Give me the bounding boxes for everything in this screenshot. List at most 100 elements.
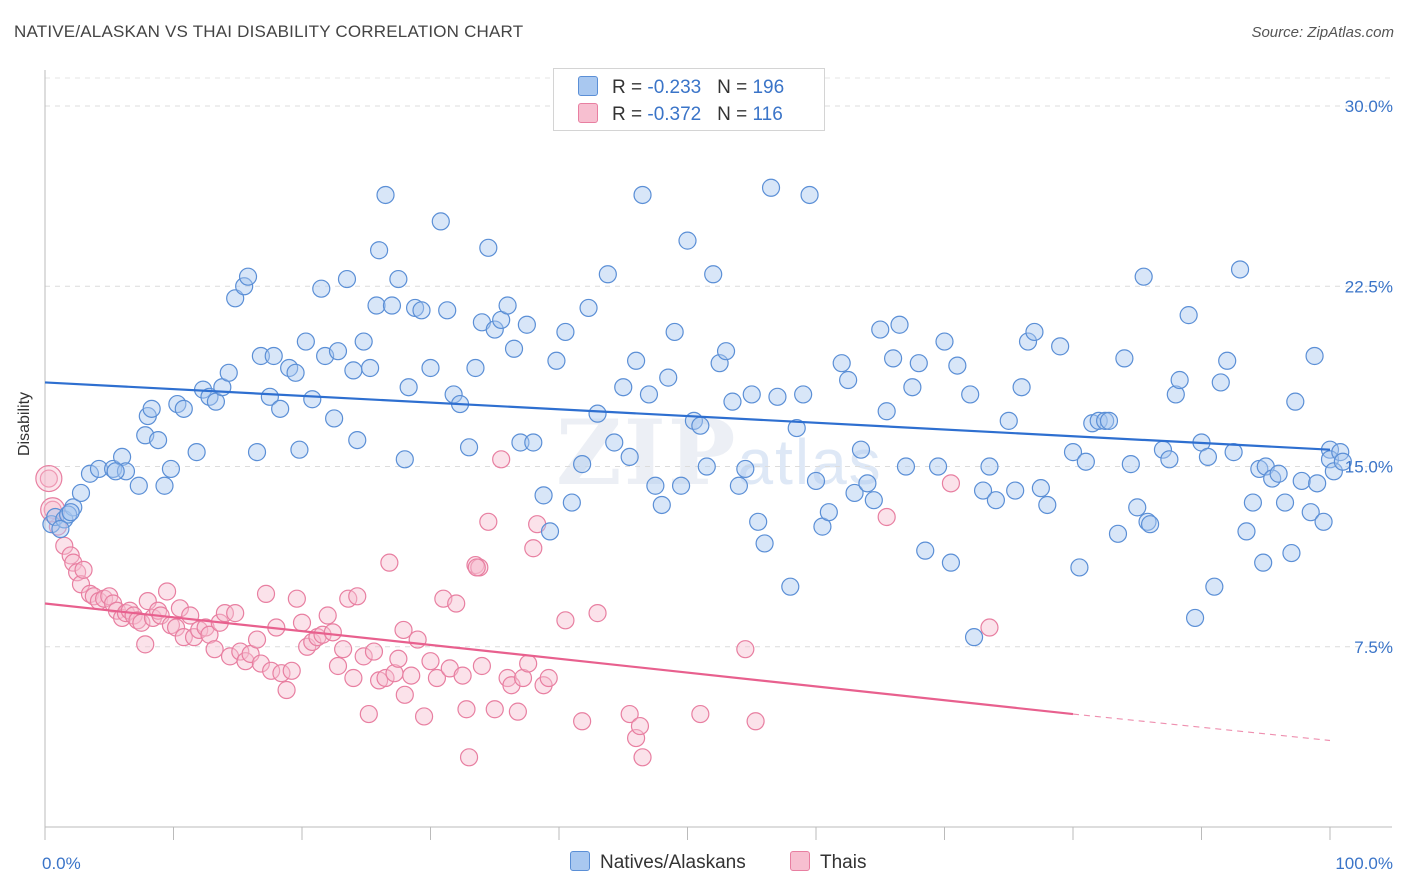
legend-swatch-natives — [578, 76, 598, 96]
natives-point — [941, 553, 961, 572]
thais-point — [55, 536, 74, 555]
thais-point — [380, 553, 399, 572]
thais-point — [64, 553, 83, 572]
natives-point — [1099, 411, 1119, 430]
natives-point — [1230, 260, 1250, 279]
thais-point — [376, 668, 395, 688]
natives-point — [877, 402, 896, 421]
natives-point — [961, 385, 980, 404]
natives-point — [511, 433, 530, 452]
natives-point — [517, 315, 536, 334]
natives-point — [588, 404, 607, 423]
legend-r-value: -0.372 — [647, 104, 702, 125]
natives-points — [42, 178, 1352, 647]
natives-point — [1237, 522, 1256, 541]
natives-point — [1185, 608, 1205, 628]
natives-point — [639, 385, 659, 404]
natives-point — [928, 457, 948, 476]
natives-point — [1243, 493, 1263, 512]
thais-point — [394, 620, 413, 640]
natives-point — [964, 628, 984, 647]
bottom-legend-swatch-thais — [790, 851, 810, 871]
thais-point — [215, 604, 234, 623]
natives-point — [367, 296, 386, 315]
y-tick-label: 7.5% — [1354, 638, 1393, 657]
legend: R = -0.233 N = 196 R = -0.372 N = 116 — [553, 68, 825, 131]
legend-r-value: -0.233 — [647, 77, 702, 98]
thais-point — [174, 628, 193, 647]
natives-point — [716, 342, 736, 361]
natives-point — [819, 503, 838, 522]
thais-point — [620, 704, 639, 724]
thais-point — [166, 618, 186, 637]
natives-point — [1063, 443, 1083, 462]
thais-point — [492, 450, 511, 469]
natives-point — [633, 185, 652, 205]
natives-point — [547, 351, 566, 370]
natives-point — [354, 332, 373, 351]
natives-point — [421, 358, 440, 378]
natives-point — [1205, 577, 1224, 596]
x-tick-label: 100.0% — [1335, 854, 1393, 873]
thais-point — [539, 668, 558, 688]
natives-point — [290, 440, 309, 459]
thais-point — [941, 474, 961, 493]
natives-point — [325, 409, 344, 428]
natives-point — [312, 279, 331, 298]
natives-point — [704, 265, 723, 284]
natives-point — [51, 519, 70, 539]
natives-point — [399, 378, 418, 397]
natives-point — [226, 289, 245, 308]
natives-point — [59, 505, 78, 524]
natives-point — [1134, 267, 1153, 286]
chart-source: Source: ZipAtlas.com — [1251, 24, 1394, 41]
thais-point — [691, 704, 710, 724]
natives-point — [1140, 515, 1160, 534]
natives-point — [412, 301, 431, 320]
thais-point — [157, 582, 177, 601]
thais-point — [364, 642, 384, 661]
thais-point — [344, 668, 363, 688]
natives-point — [935, 332, 954, 351]
thais-point — [736, 640, 755, 659]
thais-point — [200, 625, 219, 644]
thais-point — [633, 748, 652, 767]
thais-point — [479, 512, 498, 531]
thais-point — [359, 704, 378, 724]
natives-point — [755, 534, 774, 553]
natives-point — [620, 447, 639, 467]
natives-point — [832, 354, 851, 373]
natives-point — [579, 298, 598, 318]
natives-point — [174, 399, 193, 418]
natives-point — [626, 351, 646, 370]
natives-point — [556, 322, 575, 342]
thais-trend-line — [44, 602, 1074, 716]
thais-point — [170, 599, 190, 618]
natives-point — [328, 342, 348, 361]
natives-point — [1018, 332, 1038, 351]
natives-point — [839, 370, 858, 390]
natives-point — [1025, 322, 1044, 342]
natives-point — [1301, 503, 1320, 522]
natives-point — [337, 269, 357, 289]
natives-point — [1269, 464, 1288, 483]
natives-point — [438, 301, 457, 320]
thais-point — [282, 661, 301, 680]
natives-point — [973, 481, 993, 500]
natives-point — [999, 411, 1018, 430]
natives-point — [1006, 481, 1025, 500]
thais-point — [334, 640, 353, 659]
thais-point — [502, 676, 521, 695]
natives-point — [1166, 385, 1185, 404]
thais-point — [421, 652, 440, 671]
legend-row-natives: R = -0.233 N = 196 — [578, 76, 784, 100]
natives-point — [858, 474, 877, 493]
bottom-legend-label-thais: Thais — [820, 852, 867, 873]
thais-point — [395, 685, 414, 704]
legend-n-label: N = — [717, 77, 753, 98]
thais-point — [318, 606, 337, 625]
natives-point — [652, 495, 671, 515]
natives-point — [903, 378, 922, 397]
natives-point — [1121, 455, 1140, 474]
thais-point — [354, 647, 373, 666]
